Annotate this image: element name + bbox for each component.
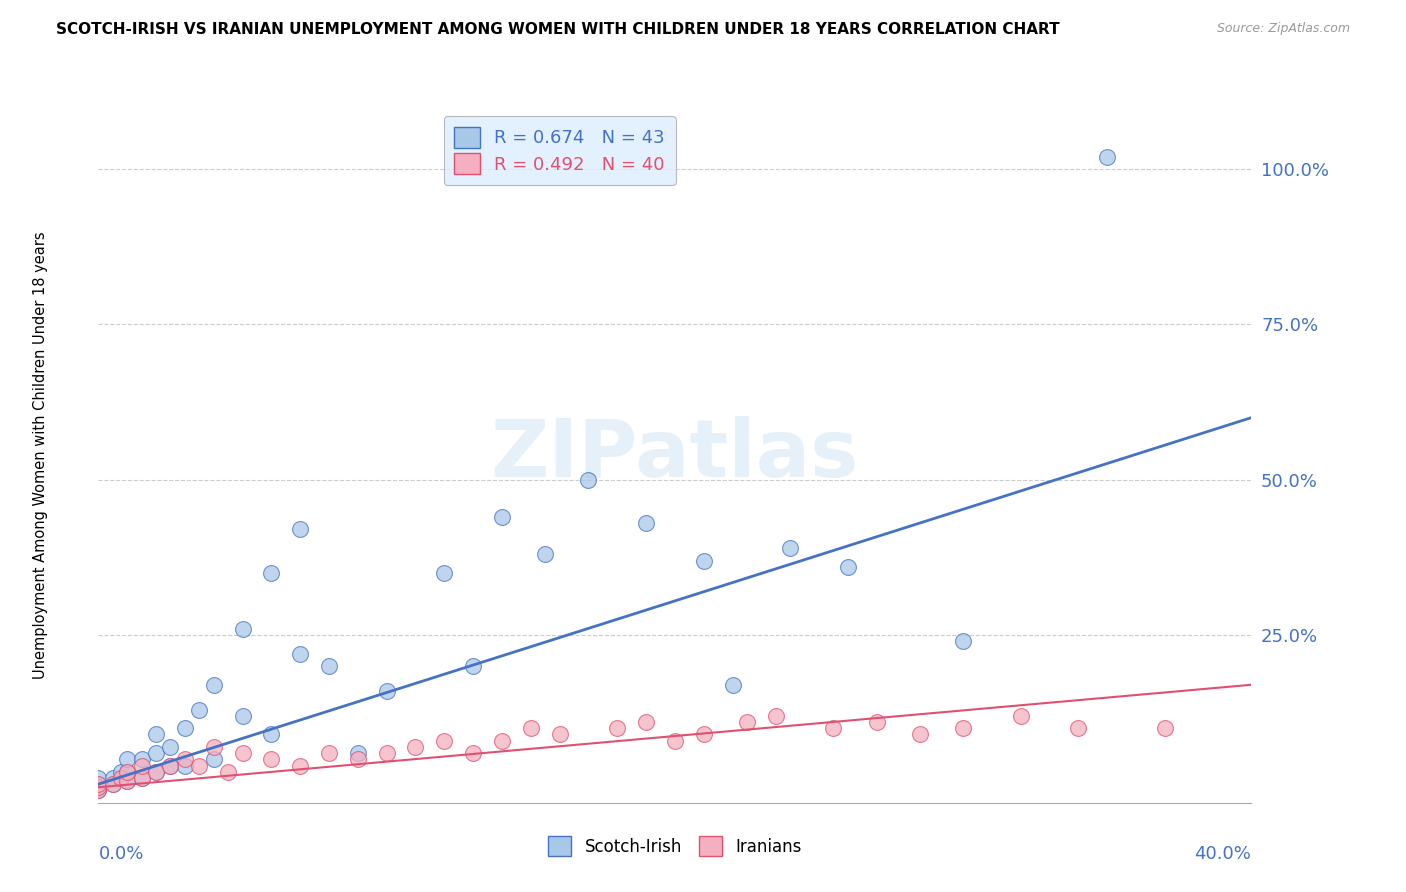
Point <box>664 733 686 747</box>
Point <box>260 566 283 580</box>
Point <box>117 774 138 789</box>
Point <box>188 758 211 772</box>
Point <box>117 774 138 789</box>
Text: Source: ZipAtlas.com: Source: ZipAtlas.com <box>1216 22 1350 36</box>
Point <box>290 758 312 772</box>
Point <box>202 678 225 692</box>
Point <box>145 727 167 741</box>
Text: SCOTCH-IRISH VS IRANIAN UNEMPLOYMENT AMONG WOMEN WITH CHILDREN UNDER 18 YEARS CO: SCOTCH-IRISH VS IRANIAN UNEMPLOYMENT AMO… <box>56 22 1060 37</box>
Point <box>110 771 132 785</box>
Point <box>636 714 658 729</box>
Point <box>202 752 225 766</box>
Point <box>145 746 167 760</box>
Point <box>87 771 110 785</box>
Point <box>145 764 167 779</box>
Point <box>87 780 110 795</box>
Point <box>117 764 138 779</box>
Point <box>520 721 543 735</box>
Point <box>548 727 571 741</box>
Point <box>231 746 254 760</box>
Point <box>260 752 283 766</box>
Point <box>174 758 197 772</box>
Point <box>101 777 124 791</box>
Point <box>837 559 859 574</box>
Point <box>117 764 138 779</box>
Point <box>461 659 484 673</box>
Point <box>318 659 340 673</box>
Point <box>131 758 153 772</box>
Point <box>375 684 398 698</box>
Point <box>693 727 716 741</box>
Point <box>159 758 181 772</box>
Point <box>346 746 368 760</box>
Point <box>461 746 484 760</box>
Point <box>87 783 110 797</box>
Point <box>260 727 283 741</box>
Point <box>606 721 628 735</box>
Point <box>145 764 167 779</box>
Point <box>721 678 744 692</box>
Point <box>87 777 110 791</box>
Point <box>823 721 845 735</box>
Point <box>433 566 456 580</box>
Point <box>735 714 758 729</box>
Point <box>159 758 181 772</box>
Point <box>636 516 658 531</box>
Point <box>693 553 716 567</box>
Point <box>1097 150 1119 164</box>
Point <box>405 739 427 754</box>
Point <box>1153 721 1175 735</box>
Point <box>491 733 513 747</box>
Point <box>87 777 110 791</box>
Point <box>866 714 889 729</box>
Point <box>117 752 138 766</box>
Point <box>131 771 153 785</box>
Point <box>231 708 254 723</box>
Point <box>174 752 197 766</box>
Point <box>578 473 600 487</box>
Point <box>101 771 124 785</box>
Point <box>952 721 974 735</box>
Point <box>375 746 398 760</box>
Point <box>101 777 124 791</box>
Point <box>174 721 197 735</box>
Point <box>318 746 340 760</box>
Text: 40.0%: 40.0% <box>1195 845 1251 863</box>
Point <box>131 771 153 785</box>
Point <box>290 647 312 661</box>
Point <box>779 541 801 555</box>
Legend: Scotch-Irish, Iranians: Scotch-Irish, Iranians <box>540 828 810 864</box>
Point <box>952 634 974 648</box>
Point <box>231 622 254 636</box>
Point <box>1010 708 1032 723</box>
Point <box>217 764 239 779</box>
Text: Unemployment Among Women with Children Under 18 years: Unemployment Among Women with Children U… <box>34 231 48 679</box>
Point <box>202 739 225 754</box>
Point <box>491 510 513 524</box>
Point <box>87 783 110 797</box>
Point <box>159 739 181 754</box>
Point <box>765 708 787 723</box>
Point <box>908 727 931 741</box>
Text: ZIPatlas: ZIPatlas <box>491 416 859 494</box>
Point <box>534 547 557 561</box>
Point <box>131 752 153 766</box>
Point <box>1067 721 1090 735</box>
Point <box>433 733 456 747</box>
Point <box>346 752 368 766</box>
Point <box>87 780 110 795</box>
Point <box>188 703 211 717</box>
Point <box>290 523 312 537</box>
Point <box>110 764 132 779</box>
Text: 0.0%: 0.0% <box>98 845 143 863</box>
